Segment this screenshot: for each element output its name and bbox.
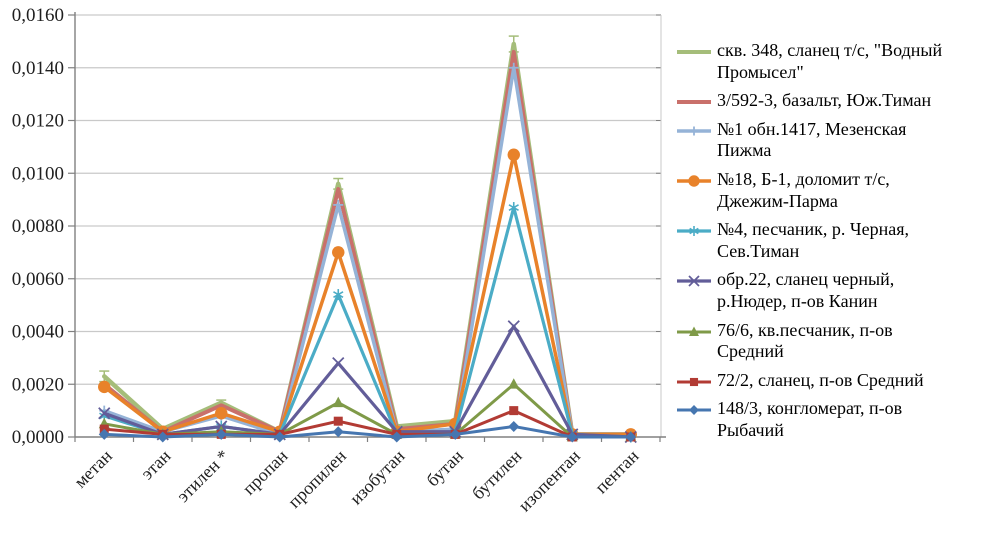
marker-square: [689, 377, 699, 386]
legend-label: 148/3, конгломерат, п-ов Рыбачий: [717, 398, 903, 440]
legend-label: №18, Б-1, доломит т/с, Джежим-Парма: [717, 168, 890, 211]
marker-diamond: [449, 428, 461, 440]
legend-swatch-diamond-icon: [677, 405, 711, 416]
series-line-3: [102, 153, 633, 437]
legend-label: №4, песчаник, р. Черная, Сев.Тиман: [717, 219, 910, 261]
marker-asterisk: [333, 291, 344, 299]
legend-item: №4, песчаник, р. Черная, Сев.Тиман: [676, 219, 1000, 262]
legend-label: 3/592-3, базальт, Юж.Тиман: [717, 90, 932, 111]
marker-x: [332, 357, 345, 370]
y-axis-label: 0,0060: [12, 269, 64, 290]
series-line-0: [102, 41, 633, 437]
marker-diamond: [274, 431, 286, 443]
marker-triangle: [508, 378, 520, 389]
y-axis-label: 0,0000: [12, 427, 64, 448]
x-axis-label: изопентан: [514, 445, 584, 515]
legend-swatch-none-icon: [677, 50, 711, 54]
marker-diamond: [157, 431, 169, 443]
legend-label: обр.22, сланец черный, р.Нюдер, п-ов Кан…: [717, 269, 895, 311]
legend: скв. 348, сланец т/с, "Водный Промысел" 3…: [676, 40, 1000, 442]
x-axis-label: этан: [137, 445, 175, 483]
marker-diamond: [689, 405, 699, 416]
y-axis-label: 0,0020: [12, 374, 64, 395]
legend-label: 72/2, сланец, п-ов Средний: [717, 369, 924, 390]
x-axis-label: пропилен: [284, 445, 350, 511]
series-line-2: [102, 66, 633, 437]
marker-asterisk: [508, 204, 519, 211]
legend-swatch-asterisk-icon: [677, 226, 711, 237]
marker-diamond: [625, 431, 637, 443]
legend-label: 76/6, кв.песчаник, п-ов Средний: [717, 319, 893, 362]
x-axis-label: бутан: [422, 445, 467, 490]
legend-label: №1 обн.1417, Мезенская Пижма: [717, 118, 907, 161]
marker-triangle: [689, 326, 699, 336]
marker-x: [688, 275, 700, 287]
y-axis-label: 0,0040: [12, 322, 64, 343]
legend-item: 76/6, кв.песчаник, п-ов Средний: [676, 320, 1000, 363]
plot-area: 0,0000 0,0020 0,0040 0,0060 0,0080 0,0100 0,01…: [12, 5, 666, 515]
legend-swatch-none-icon: [677, 100, 711, 105]
marker-square: [509, 406, 519, 416]
marker-diamond: [391, 431, 403, 443]
x-axis-label: изобутан: [346, 445, 409, 508]
x-axis-label: метан: [70, 445, 116, 491]
marker-circle: [688, 175, 700, 187]
legend-label: скв. 348, сланец т/с, "Водный Промысел": [717, 40, 943, 82]
marker-asterisk: [689, 227, 699, 235]
marker-diamond: [98, 428, 110, 440]
legend-swatch-triangle-icon: [677, 326, 711, 336]
legend-swatch-circle-icon: [677, 175, 711, 187]
x-axis-label: бутилен: [468, 445, 526, 503]
legend-item: обр.22, сланец черный, р.Нюдер, п-ов Кан…: [676, 269, 1000, 312]
legend-swatch-x-icon: [677, 275, 711, 287]
marker-x: [507, 320, 520, 333]
y-axis-label: 0,0080: [12, 216, 64, 237]
legend-swatch-plus-icon: [677, 126, 711, 136]
legend-item: скв. 348, сланец т/с, "Водный Промысел": [676, 40, 1000, 83]
marker-circle: [215, 407, 228, 420]
legend-item: №18, Б-1, доломит т/с, Джежим-Парма: [676, 169, 1000, 212]
marker-diamond: [566, 431, 578, 443]
legend-item: 148/3, конгломерат, п-ов Рыбачий: [676, 398, 1000, 441]
marker-triangle: [332, 396, 344, 408]
marker-x: [98, 407, 111, 420]
x-axis-label: этилен *: [173, 446, 233, 506]
y-axis-label: 0,0160: [12, 5, 64, 26]
x-axis-label: пентан: [591, 445, 643, 497]
marker-diamond: [508, 420, 520, 432]
series-line-1: [102, 49, 633, 437]
series-line-5: [102, 324, 633, 439]
legend-swatch-square-icon: [677, 377, 711, 386]
y-axis-label: 0,0100: [12, 163, 64, 184]
series-line-8: [102, 424, 633, 439]
marker-circle: [332, 246, 345, 259]
marker-circle: [507, 148, 520, 162]
legend-item: 3/592-3, базальт, Юж.Тиман: [676, 90, 1000, 112]
legend-item: №1 обн.1417, Мезенская Пижма: [676, 119, 1000, 162]
x-axis-label: пропан: [239, 445, 292, 498]
legend-item: 72/2, сланец, п-ов Средний: [676, 370, 1000, 392]
marker-circle: [98, 380, 111, 394]
y-axis-label: 0,0140: [12, 58, 64, 79]
marker-diamond: [215, 428, 227, 440]
y-axis-label: 0,0120: [12, 111, 64, 132]
marker-diamond: [332, 426, 344, 438]
marker-square: [333, 416, 343, 426]
